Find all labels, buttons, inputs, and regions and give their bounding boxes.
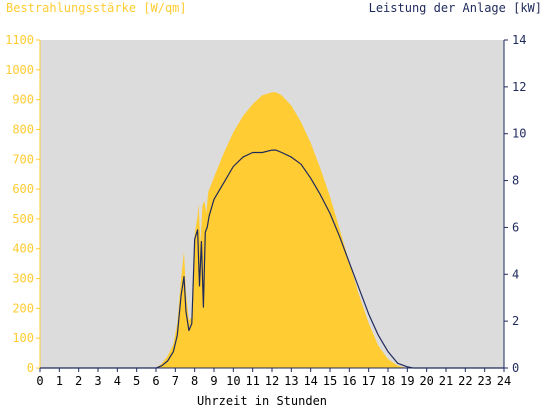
x-tick-label: 19 [400,374,414,388]
power-line-series [40,149,504,369]
right-tick-label: 10 [512,127,526,141]
left-tick-label: 700 [12,152,34,166]
left-tick-label: 0 [27,361,34,375]
x-tick-label: 12 [265,374,279,388]
x-tick-label: 14 [303,374,317,388]
x-tick-label: 10 [226,374,240,388]
right-tick-label: 0 [512,361,519,375]
x-tick-label: 0 [36,374,43,388]
right-tick-label: 6 [512,220,519,234]
x-tick-label: 21 [439,374,453,388]
left-tick-label: 400 [12,242,34,256]
right-tick-label: 4 [512,267,519,281]
x-tick-label: 11 [245,374,259,388]
x-tick-label: 7 [172,374,179,388]
left-tick-label: 1100 [5,33,34,47]
x-axis-title: Uhrzeit in Stunden [197,394,327,408]
right-tick-label: 14 [512,33,526,47]
x-tick-label: 9 [210,374,217,388]
left-tick-label: 100 [12,331,34,345]
left-tick-label: 300 [12,272,34,286]
x-tick-label: 20 [419,374,433,388]
right-tick-label: 2 [512,314,519,328]
x-tick-label: 13 [284,374,298,388]
x-tick-label: 4 [114,374,121,388]
x-tick-label: 18 [381,374,395,388]
left-tick-label: 200 [12,301,34,315]
left-tick-label: 1000 [5,63,34,77]
x-tick-label: 5 [133,374,140,388]
right-tick-label: 12 [512,80,526,94]
x-tick-label: 15 [323,374,337,388]
x-tick-label: 3 [94,374,101,388]
left-tick-label: 900 [12,93,34,107]
x-tick-label: 17 [361,374,375,388]
left-tick-label: 500 [12,212,34,226]
axes-layer: 0100200300400500600700800900100011000246… [5,33,526,388]
series-layer [40,92,504,369]
right-axis-title: Leistung der Anlage [kW] [369,1,542,15]
x-tick-label: 22 [458,374,472,388]
x-tick-label: 24 [497,374,511,388]
x-tick-label: 1 [56,374,63,388]
left-axis-title: Bestrahlungsstärke [W/qm] [6,1,187,15]
left-tick-label: 800 [12,122,34,136]
x-tick-label: 16 [342,374,356,388]
irradiance-area-series [40,92,504,368]
x-tick-label: 2 [75,374,82,388]
x-tick-label: 23 [477,374,491,388]
x-tick-label: 6 [152,374,159,388]
right-tick-label: 8 [512,174,519,188]
left-tick-label: 600 [12,182,34,196]
x-tick-label: 8 [191,374,198,388]
